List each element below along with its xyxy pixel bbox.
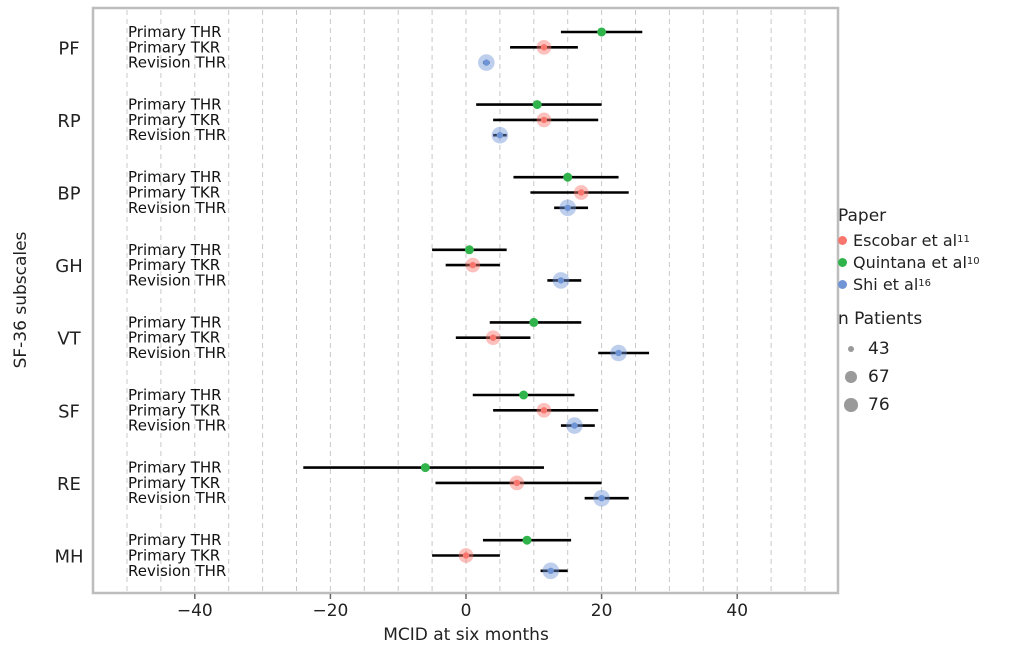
legend-item-shi: Shi et al 16: [838, 273, 1008, 295]
row-label: Primary TKR: [128, 474, 220, 492]
legend-ref: 10: [966, 255, 980, 267]
row-label: Revision THR: [128, 417, 226, 435]
legend-size-dot: [844, 398, 858, 412]
legend-size-item: 43: [838, 335, 1008, 363]
row-label: Primary THR: [128, 23, 222, 41]
x-axis-title: MCID at six months: [383, 625, 549, 645]
estimate-point: [578, 189, 585, 196]
x-axis: −40 −20 0 20 40: [177, 594, 748, 621]
row-label: Primary TKR: [128, 401, 220, 419]
legend-paper-list: Escobar et al 11 Quintana et al 10 Shi et al…: [838, 229, 1008, 295]
legend-size-swatch: [838, 371, 864, 383]
estimate-point: [462, 552, 470, 559]
row-label: Primary TKR: [128, 547, 220, 565]
x-tick-label: 20: [591, 601, 613, 621]
estimate-point: [522, 535, 532, 545]
x-tick-label: 0: [461, 601, 472, 621]
legend-size-item: 67: [838, 363, 1008, 391]
plot-panel-border: [91, 6, 840, 595]
estimate-point: [469, 261, 476, 269]
subscale-label: BP: [57, 184, 80, 205]
legend-size-label: 67: [868, 367, 890, 387]
legend-item-escobar: Escobar et al 11: [838, 229, 1008, 251]
legend-label: Shi et al: [853, 274, 919, 294]
row-label: Primary THR: [128, 241, 222, 259]
legend-size-dot: [845, 371, 857, 383]
row-label: Revision THR: [128, 344, 226, 362]
row-label: Primary THR: [128, 531, 222, 549]
legend-size-swatch: [838, 345, 864, 353]
legend-swatch: [838, 257, 847, 267]
subscale-label: RP: [57, 111, 81, 132]
estimate-point: [540, 44, 548, 51]
legend-title-paper: Paper: [838, 206, 887, 226]
legend-label: Quintana et al: [853, 252, 967, 272]
estimate-point: [420, 463, 430, 473]
row-label: Primary TKR: [128, 256, 220, 274]
legend-size-item: 76: [838, 391, 1008, 419]
row-label: Primary THR: [128, 386, 222, 404]
row-label: Primary TKR: [128, 38, 220, 56]
estimate-point: [597, 27, 607, 37]
row-label: Revision THR: [128, 54, 226, 72]
legend-ref: 11: [957, 233, 970, 245]
row-label: Revision THR: [128, 271, 226, 289]
y-axis-title: SF-36 subscales: [11, 231, 31, 368]
legend-item-quintana: Quintana et al 10: [838, 251, 1008, 273]
legend-swatch: [838, 235, 847, 245]
x-tick-label: −40: [177, 601, 213, 621]
legend-size-swatch: [838, 398, 864, 412]
subscale-label: SF: [58, 401, 80, 422]
legend-size-dot: [847, 345, 855, 353]
grid: [126, 10, 806, 591]
row-label: Primary THR: [128, 96, 222, 114]
estimate-point: [557, 277, 565, 284]
row-label: Primary THR: [128, 313, 222, 331]
subscale-label: VT: [57, 329, 81, 350]
legend-size-list: 43 67 76: [838, 335, 1008, 419]
estimate-point: [540, 116, 548, 124]
row-label: Revision THR: [128, 126, 226, 144]
estimate-point: [598, 495, 605, 502]
row-label: Revision THR: [128, 489, 226, 507]
legend-size-label: 76: [868, 395, 890, 415]
estimate-point: [529, 317, 539, 327]
row-label: Revision THR: [128, 562, 226, 580]
legend: Paper Escobar et al 11 Quintana et al 10 Shi…: [838, 206, 1008, 419]
estimate-point: [571, 422, 578, 429]
estimate-point: [464, 245, 474, 255]
x-tick-label: 40: [726, 601, 748, 621]
estimate-point: [519, 390, 529, 400]
row-label: Primary THR: [128, 168, 222, 186]
subscale-label: RE: [57, 474, 81, 495]
subscale-label: PF: [58, 38, 79, 59]
row-label: Primary TKR: [128, 111, 220, 129]
legend-title-size: n Patients: [838, 309, 923, 329]
estimate-point: [563, 172, 573, 182]
subscale-label: GH: [55, 256, 82, 277]
estimate-point: [547, 567, 554, 574]
estimate-point: [615, 349, 622, 357]
row-label: Revision THR: [128, 199, 226, 217]
estimate-point: [513, 479, 521, 487]
row-label: Primary TKR: [128, 184, 220, 202]
legend-size-label: 43: [868, 339, 890, 359]
x-tick-label: −20: [312, 601, 348, 621]
estimate-point: [489, 334, 497, 341]
estimate-point: [532, 100, 542, 110]
legend-swatch: [838, 279, 847, 289]
subscale-label: MH: [54, 547, 83, 568]
estimate-point: [483, 59, 490, 66]
estimate-point: [564, 204, 571, 211]
row-label: Primary TKR: [128, 329, 220, 347]
estimate-point: [540, 407, 548, 414]
legend-ref: 16: [918, 277, 932, 289]
row-label: Primary THR: [128, 459, 222, 477]
legend-label: Escobar et al: [853, 230, 958, 250]
estimate-point: [496, 132, 504, 139]
